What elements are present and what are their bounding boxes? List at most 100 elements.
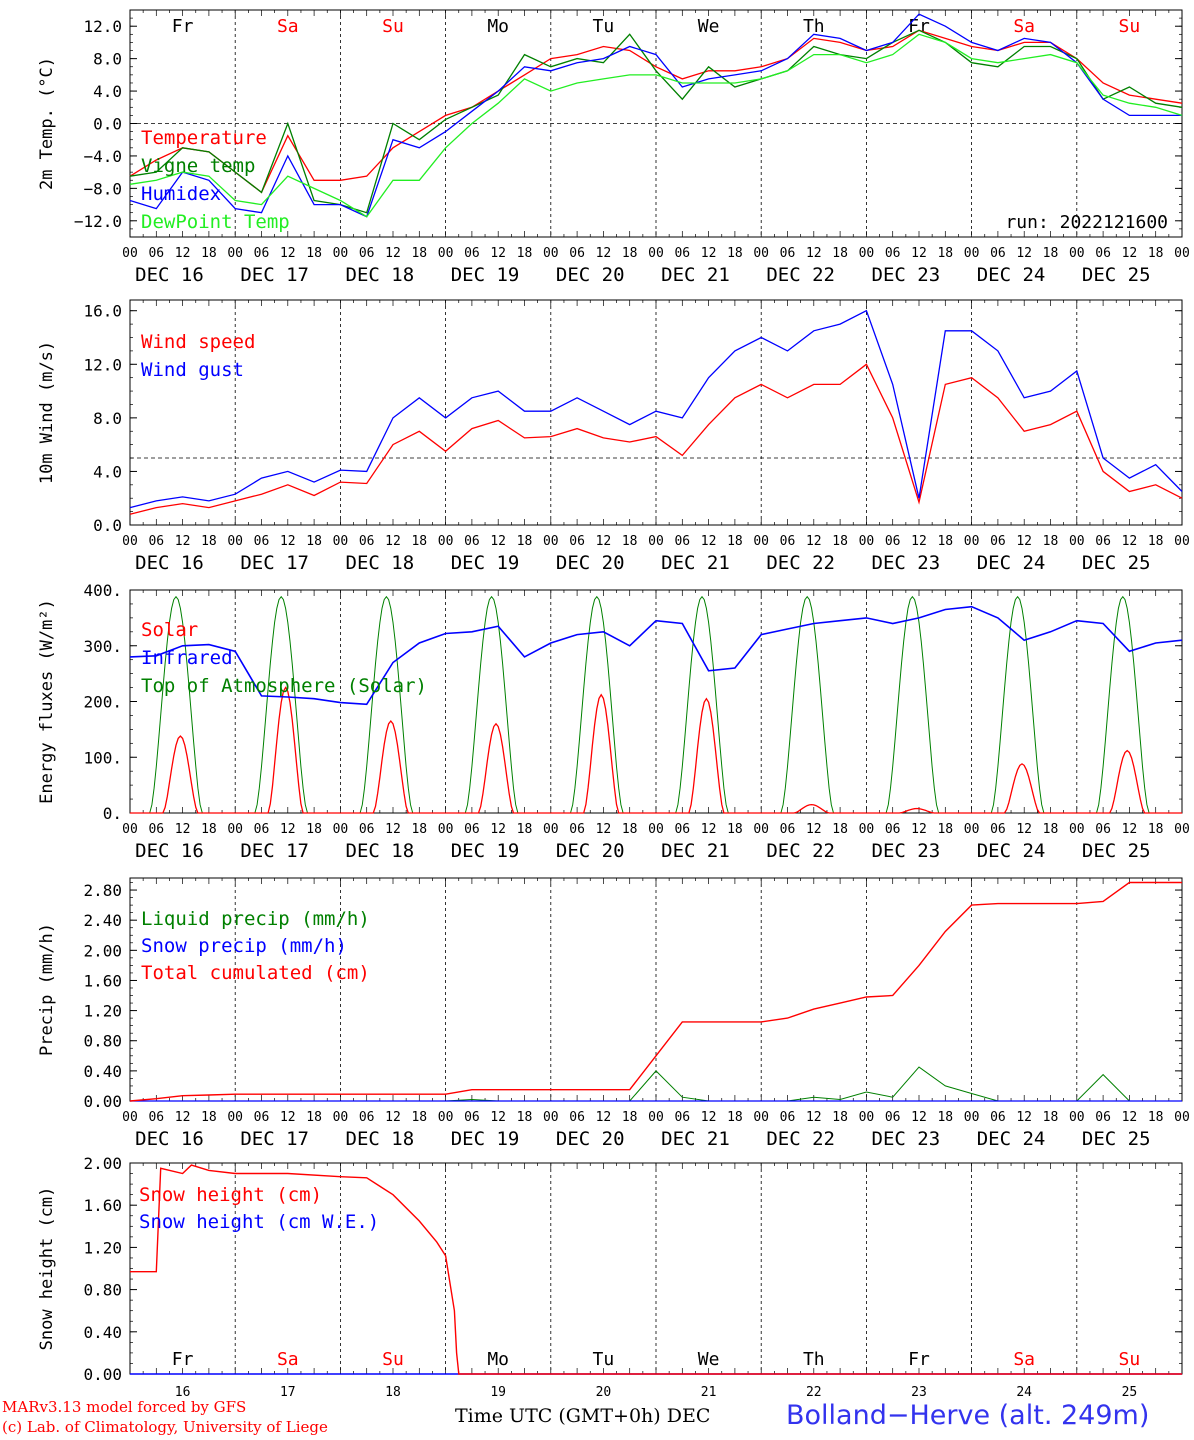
weekday-label: Mo [487,1349,509,1370]
series-snow-height [130,1164,1182,1375]
series-solar [445,722,551,814]
panel-2-hour-label: 00 [122,534,138,549]
panel-1-hour-label: 06 [569,246,585,261]
panel-2-hour-label: 12 [806,534,822,549]
panel-1-hour-label: 12 [596,246,612,261]
station-name: Bolland−Herve (alt. 249m) [786,1400,1150,1431]
panel-3-ytick-label: 300. [83,637,122,656]
panel-1-hour-label: 06 [464,246,480,261]
legend-entry: Vigne temp [141,155,255,177]
panel-4-hour-label: 00 [648,1110,664,1125]
weekday-label: Fr [908,1349,930,1370]
panel-2-day-label: DEC 25 [1082,552,1151,574]
panel-4-hour-label: 18 [201,1110,217,1125]
series-top-of-atmosphere [130,595,236,814]
run-annotation: run: 2022121600 [1005,212,1168,233]
day-number: 19 [490,1385,506,1400]
panel-3-hour-label: 06 [569,822,585,837]
panel-5-ytick-label: 1.60 [83,1196,122,1215]
panel-2-hour-label-end: 00 [1174,534,1190,549]
panel-3-hour-label: 18 [1043,822,1059,837]
panel-3-hour-label: 06 [148,822,164,837]
panel-4-ylabel: Precip (mm/h) [37,923,57,1056]
panel-1-hour-label: 12 [1122,246,1138,261]
legend-entry: Temperature [141,127,267,149]
panel-2-hour-label: 18 [1043,534,1059,549]
panel-3-day-label: DEC 21 [661,840,730,862]
weekday-label: We [698,1349,720,1370]
panel-3-day-label: DEC 25 [1082,840,1151,862]
panel-1-day-label: DEC 19 [451,264,520,286]
panel-1-hour-label: 00 [753,246,769,261]
weekday-label: Sa [1013,1349,1035,1370]
panel-3-hour-label: 12 [490,822,506,837]
panel-4-hour-label: 00 [543,1110,559,1125]
series-solar [866,807,972,814]
series-solar [656,697,762,814]
panel-4-hour-label: 18 [832,1110,848,1125]
panel-3-hour-label: 06 [359,822,375,837]
series-top-of-atmosphere [235,595,341,814]
panel-4-hour-label: 12 [806,1110,822,1125]
series-solar [235,686,341,814]
panel-3-hour-label: 18 [517,822,533,837]
panel-3-hour-label: 06 [885,822,901,837]
panel-3-hour-label: 12 [280,822,296,837]
day-number: 17 [280,1385,296,1400]
panel-2-hour-label: 00 [438,534,454,549]
day-number: 25 [1122,1385,1138,1400]
panel-2-ytick-label: 8.0 [93,409,122,428]
panel-1-ytick-label: 8.0 [93,50,122,69]
panel-2-hour-label: 00 [1069,534,1085,549]
panel-1-hour-label: 18 [517,246,533,261]
weekday-label: Su [1119,16,1141,37]
panel-2-hour-label: 12 [911,534,927,549]
panel-2-hour-label: 18 [306,534,322,549]
series-solar [1076,749,1182,814]
panel-1-hour-label: 12 [175,246,191,261]
legend-entry: Wind speed [141,331,255,353]
panel-2-hour-label: 00 [333,534,349,549]
panel-2-ytick-label: 12.0 [83,355,122,374]
panel-3-hour-label: 18 [937,822,953,837]
series-top-of-atmosphere [1076,595,1182,814]
legend-entry: Humidex [141,183,221,205]
panel-1-day-label: DEC 25 [1082,264,1151,286]
panel-3-hour-label: 06 [674,822,690,837]
panel-4-hour-label: 18 [727,1110,743,1125]
panel-2-hour-label: 18 [517,534,533,549]
panel-3-hour-label: 18 [727,822,743,837]
panel-3-hour-label: 06 [1095,822,1111,837]
panel-1-hour-label: 18 [1148,246,1164,261]
panel-4-hour-label: 06 [990,1110,1006,1125]
panel-3-hour-label-end: 00 [1174,822,1190,837]
panel-5-ytick-label: 0.00 [83,1365,122,1384]
panel-4-day-label: DEC 17 [240,1128,309,1150]
panel-4-hour-label: 06 [780,1110,796,1125]
panel-3-hour-label: 00 [1069,822,1085,837]
x-axis-label: Time UTC (GMT+0h) DEC [455,1405,711,1427]
panel-3-hour-label: 18 [411,822,427,837]
panel-1-hour-label: 00 [122,246,138,261]
panel-1-ylabel: 2m Temp. (°C) [37,57,57,190]
panel-2-ytick-label: 16.0 [83,302,122,321]
weekday-label: Th [803,16,825,37]
panel-4-ytick-label: 1.20 [83,1002,122,1021]
panel-1-hour-label: 00 [648,246,664,261]
panel-1-hour-label: 18 [306,246,322,261]
series-temperature [129,29,1183,194]
panel-4-ytick-label: 0.80 [83,1032,122,1051]
panel-2-hour-label: 06 [885,534,901,549]
panel-2-hour-label: 12 [490,534,506,549]
panel-3-hour-label: 12 [806,822,822,837]
panel-4-day-label: DEC 16 [135,1128,204,1150]
panel-1-hour-label: 00 [333,246,349,261]
panel-3-day-label: DEC 18 [346,840,415,862]
panel-4-day-label: DEC 20 [556,1128,625,1150]
panel-4-hour-label: 00 [227,1110,243,1125]
panel-3-hour-label: 18 [832,822,848,837]
panel-4-hour-label: 12 [596,1110,612,1125]
panel-4-day-label: DEC 24 [977,1128,1046,1150]
panel-4-hour-label: 06 [569,1110,585,1125]
panel-2-hour-label: 00 [753,534,769,549]
